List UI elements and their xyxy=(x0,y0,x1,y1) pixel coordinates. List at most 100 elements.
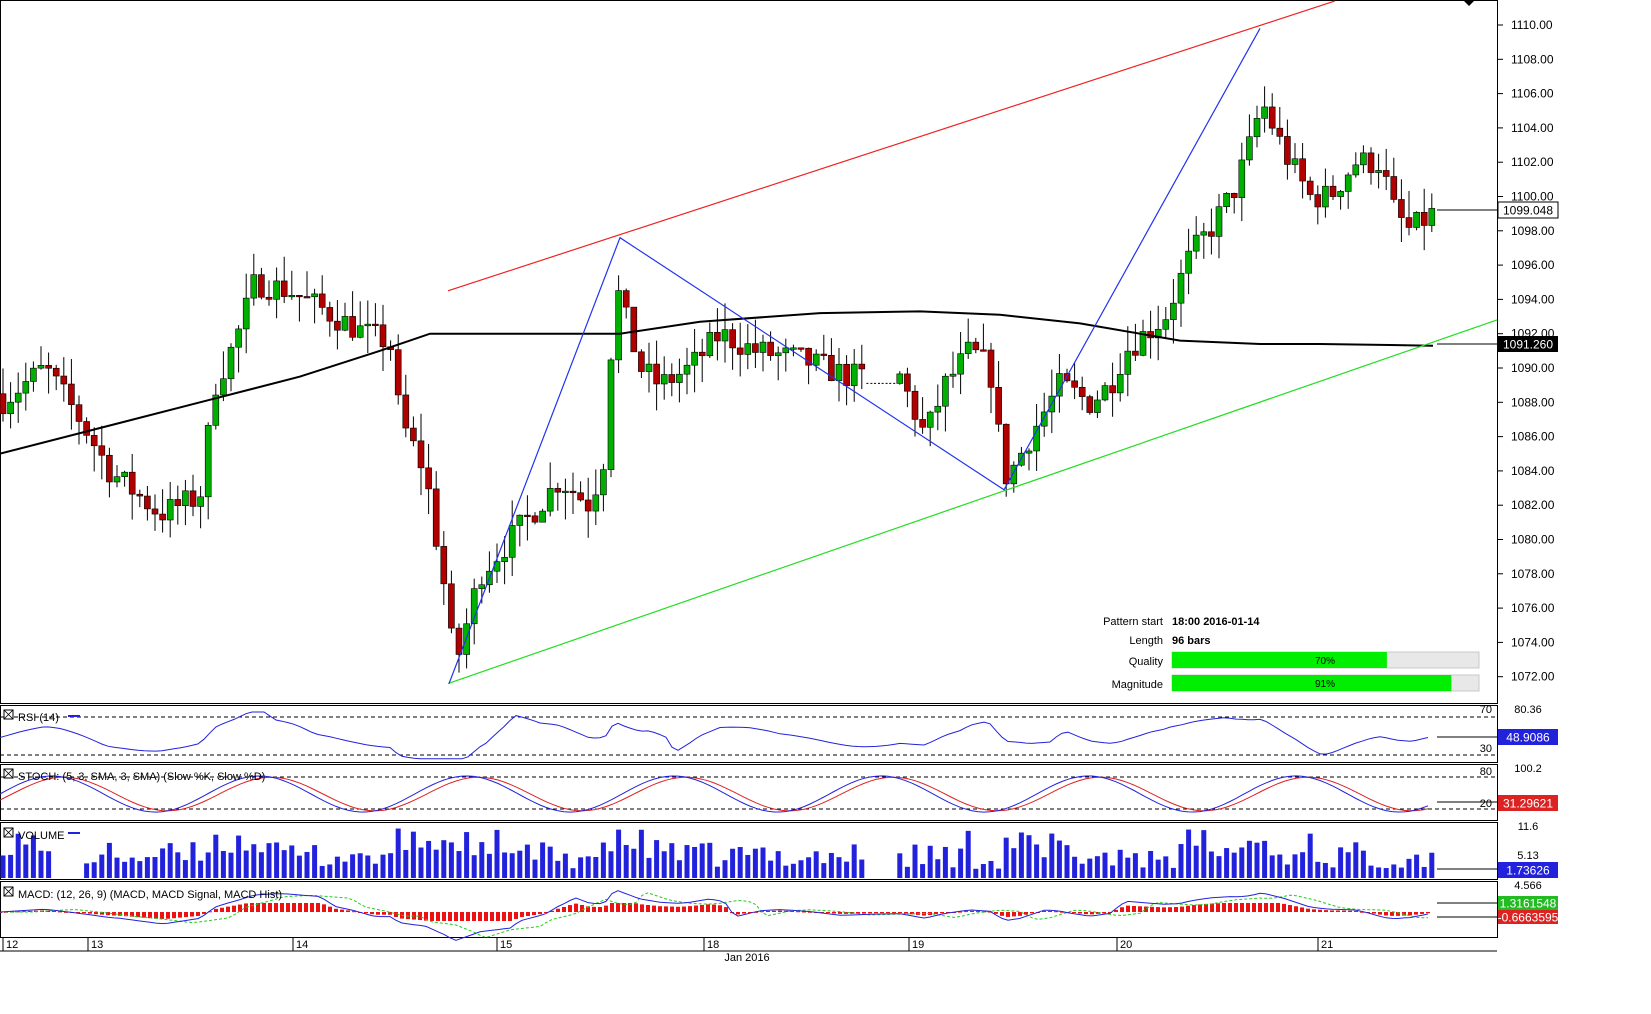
volume-bar xyxy=(1421,866,1427,878)
macd-hist-bar xyxy=(1318,909,1322,912)
date-axis: Jan 2016 12 13 14 15 18 19 20 21 xyxy=(0,938,1497,964)
price-tick-label: 1086.00 xyxy=(1511,430,1555,444)
macd-hist-bar xyxy=(784,910,788,912)
rsi-value-box xyxy=(1498,729,1558,745)
volume-bar xyxy=(1018,832,1024,878)
macd-hist-bar xyxy=(1012,912,1016,917)
volume-bar xyxy=(1406,858,1412,878)
macd-value-2: -0.6663595 xyxy=(1498,911,1559,925)
bullish-candle xyxy=(478,584,486,589)
bullish-candle xyxy=(721,329,729,342)
date-label: 18 xyxy=(707,939,719,951)
bearish-candle xyxy=(151,508,159,515)
macd-hist-bar xyxy=(898,912,902,914)
stoch-top-label: 100.2 xyxy=(1514,763,1542,775)
macd-hist-bar xyxy=(268,903,272,912)
volume-bar xyxy=(851,844,857,878)
volume-mid-label: 5.13 xyxy=(1517,850,1538,862)
volume-bar xyxy=(38,850,44,878)
bearish-candle xyxy=(303,296,311,299)
bearish-candle xyxy=(349,316,356,338)
volume-bar xyxy=(1041,857,1047,878)
bullish-candle xyxy=(850,363,858,386)
macd-hist-bar xyxy=(484,912,488,921)
macd-hist-bar xyxy=(1162,907,1166,912)
macd-hist-bar xyxy=(1054,911,1058,913)
macd-hist-bar xyxy=(1294,906,1298,912)
volume-bar xyxy=(942,846,948,878)
bullish-candle xyxy=(113,476,121,483)
price-tick-label: 1102.00 xyxy=(1511,155,1554,169)
volume-bar xyxy=(692,846,698,878)
bearish-candle xyxy=(554,488,562,493)
volume-bar xyxy=(768,860,774,878)
volume-bar xyxy=(1148,850,1154,878)
macd-hist-bar xyxy=(622,903,626,912)
bearish-candle xyxy=(1086,396,1094,413)
stoch-value: 31.29621 xyxy=(1503,797,1553,811)
bearish-candle xyxy=(653,363,660,385)
bullish-candle xyxy=(288,295,296,298)
bearish-candle xyxy=(630,306,638,353)
bearish-candle xyxy=(417,440,425,469)
bullish-candle xyxy=(660,374,668,385)
volume-bar xyxy=(471,855,477,878)
stoch-level-80-label: 80 xyxy=(1480,766,1492,778)
bearish-candle xyxy=(729,329,736,349)
bearish-candle xyxy=(1390,176,1398,200)
volume-bar xyxy=(129,857,135,878)
macd-hist-bar xyxy=(256,903,260,912)
bearish-candle xyxy=(919,419,926,428)
macd-hist-bar xyxy=(184,912,188,918)
volume-top-label: 11.6 xyxy=(1518,821,1539,833)
macd-hist-bar xyxy=(1168,907,1172,912)
macd-hist-bar xyxy=(1336,910,1340,912)
volume-bar xyxy=(988,860,994,878)
bearish-candle xyxy=(174,499,182,506)
bearish-candle xyxy=(90,435,98,447)
volume-bar xyxy=(950,867,956,878)
bullish-candle xyxy=(835,363,843,382)
corner-arrow-icon[interactable] xyxy=(1463,0,1475,6)
volume-bar xyxy=(1216,856,1222,878)
macd-hist-bar xyxy=(532,912,536,916)
macd-hist-bar xyxy=(1204,903,1208,912)
macd-hist-bar xyxy=(1426,912,1430,914)
ma-value-label: 1091.260 xyxy=(1503,338,1553,352)
macd-hist-bar xyxy=(658,906,662,912)
stoch-value-box xyxy=(1498,795,1558,811)
volume-bar xyxy=(1208,851,1214,878)
macd-hist-bar xyxy=(880,912,884,914)
ma-value-box xyxy=(1498,336,1558,352)
macd-histogram xyxy=(0,903,1430,921)
volume-bar xyxy=(593,856,599,878)
macd-hist-bar xyxy=(346,910,350,912)
macd-hist-bar xyxy=(664,906,668,912)
bearish-candle xyxy=(767,341,774,356)
volume-bar xyxy=(996,868,1002,878)
macd-hist-bar xyxy=(1000,912,1004,916)
bearish-candle xyxy=(584,499,592,512)
macd-hist-bar xyxy=(1210,903,1214,912)
volume-bar xyxy=(403,849,409,878)
macd-hist-bar xyxy=(592,906,596,912)
volume-bar xyxy=(1079,863,1085,878)
volume-bar xyxy=(1231,852,1237,878)
volume-bar xyxy=(289,845,295,878)
magnitude-bar-fill xyxy=(1172,675,1452,691)
date-label: 21 xyxy=(1321,939,1333,951)
volume-bar xyxy=(1140,867,1146,878)
volume-bar xyxy=(1011,848,1017,878)
volume-bar xyxy=(327,864,333,878)
macd-hist-bar xyxy=(1270,903,1274,912)
bearish-candle xyxy=(1329,185,1337,197)
volume-bar xyxy=(1201,830,1207,878)
macd-hist-bar xyxy=(802,911,806,913)
macd-hist-bar xyxy=(892,912,896,914)
bearish-candle xyxy=(106,454,113,483)
macd-title: MACD: (12, 26, 9) (MACD, MACD Signal, MA… xyxy=(18,889,282,901)
macd-hist-bar xyxy=(640,904,644,912)
bearish-candle xyxy=(128,471,136,495)
macd-hist-bar xyxy=(1420,912,1424,914)
bullish-candle xyxy=(812,353,820,366)
